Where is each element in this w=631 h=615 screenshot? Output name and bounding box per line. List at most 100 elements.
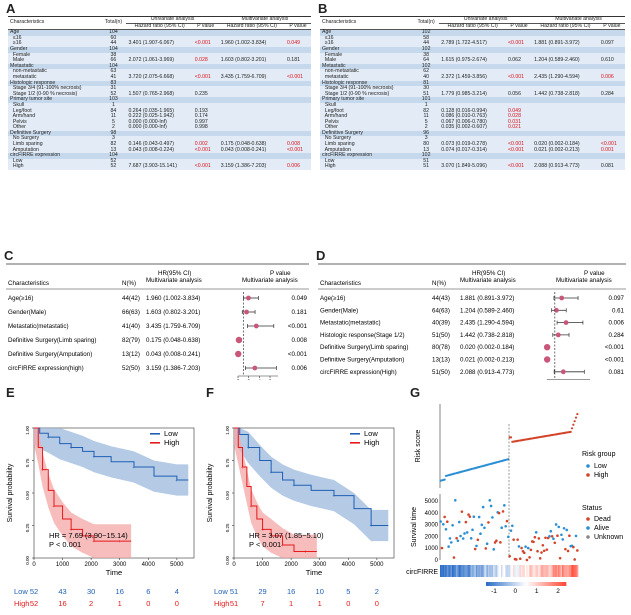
row-univariate-hr: 7.687 (3.903-15.141) [126,164,193,171]
table-row: Primary tumor site 101 [320,97,625,103]
km-censor-mark: + [333,494,336,500]
row-univariate-p [192,97,219,103]
forest-row-hr: 0.021 (0.002-0.213) [460,357,514,364]
cox-table-b: Characteristics Total(n) Univariate anal… [320,15,625,171]
row-univariate-p: 0.056 [505,91,533,98]
colorbar-cell [520,582,523,586]
survival-point [533,535,537,539]
km-x-tick-label: 5000 [170,562,184,568]
survival-point [460,510,464,513]
row-univariate-hr [439,130,506,137]
row-univariate-p [505,97,533,103]
row-univariate-p: 0.174 [192,113,219,120]
row-total: 3 [100,136,127,143]
table-row: Arm/hand 11 0.086 (0.010-0.763) 0.028 [320,113,625,120]
heatmap-cell [531,565,534,577]
km-y-tick-label: 0.00 [25,556,30,565]
survival-point [464,520,468,524]
km-y-tick-label: 0.50 [25,491,30,500]
row-characteristic: Low [320,158,414,165]
km-hazard-ratio: HR = 3.07 (1.85−5.10) [249,531,324,540]
row-univariate-p: 0.002 [192,141,219,148]
risk-table-high-count: 51 [230,599,238,608]
table-row: Limb sparing 80 0.073 (0.019-0.278) <0.001 0… [320,141,625,148]
heatmap-cell [487,565,490,577]
heatmap-cell [570,565,572,577]
survival-time-tick-label: 1000 [425,546,439,552]
colorbar-cell [526,582,529,586]
km-y-tick-label: 1.00 [25,426,30,435]
row-multivariate-hr: 3.159 (1.386-7.203) [218,164,285,171]
row-multivariate-hr: 1.204 (0.589-2.460) [532,58,599,64]
row-multivariate-hr: 0.021 (0.002-0.213) [532,147,599,154]
km-low-curve [34,427,189,481]
table-row: metastatic 40 2.372 (1.459-3.856) <0.001 2.4… [320,74,625,81]
heatmap-cell [551,565,554,577]
row-univariate-p [192,102,219,109]
col-hr: Hazard ratio (95% CI) [126,23,193,31]
heatmap-cell [571,565,573,577]
km-legend-high-swatch [150,442,160,444]
heatmap-cell [497,565,499,577]
heatmap-cell [465,565,467,577]
colorbar-cell [490,582,493,586]
panel-label-e: E [6,385,15,400]
forest-row-label: Age(≥16) [8,295,33,302]
survival-time-tick-label: 2000 [425,534,439,540]
risk-legend-high-dot [586,473,590,477]
table-row: No Surgery 3 [320,136,625,143]
header-p: P value [584,270,605,277]
row-multivariate-hr [532,102,599,109]
heatmap-cell [507,565,510,577]
colorbar-cell [506,582,509,586]
row-univariate-hr: 2.072 (1.061-3.969) [126,58,193,64]
table-row: Definitive Surgery 98 [8,130,311,137]
row-univariate-p [192,29,219,36]
row-multivariate-hr [218,29,285,36]
heatmap-cell [524,565,527,577]
heatmap-cell [576,565,579,577]
heatmap-cell [518,565,520,577]
row-multivariate-hr: 1.603 (0.802-3.201) [218,58,285,64]
row-multivariate-hr: 1.881 (0.891-3.972) [532,41,599,47]
row-multivariate-hr [218,158,285,165]
header-n: N(%) [122,280,136,287]
km-y-tick-label: 0.25 [25,523,30,532]
row-univariate-hr [439,29,506,36]
row-univariate-hr [126,29,193,36]
forest-plot-d: Characteristics N(%)HR(95% CI)Multivariat… [318,263,626,380]
row-multivariate-p [284,80,311,87]
forest-plot-c: Characteristics N(%)HR(95% CI)Multivariat… [6,263,309,380]
km-x-tick-label: 3000 [313,562,327,568]
row-univariate-p [505,52,533,59]
forest-point [244,309,249,315]
row-characteristic: Other [320,125,414,131]
colorbar-cell [494,582,497,586]
heatmap-cell [512,565,515,577]
heatmap-cell [469,565,471,577]
row-total: 51 [413,91,440,98]
forest-point [560,369,566,375]
row-total: 104 [100,153,127,159]
status-legend-label: Dead [594,516,611,523]
row-univariate-p [505,46,533,53]
colorbar-cell [524,582,527,586]
heatmap-cell [457,565,459,577]
colorbar-cell [564,582,567,586]
row-total: 103 [100,97,127,103]
row-multivariate-hr [218,130,285,137]
km-censor-mark: + [304,550,307,556]
row-univariate-p [505,86,533,92]
survival-point [538,557,542,560]
survival-point [501,510,505,513]
heatmap-cell [575,565,577,577]
row-multivariate-p: 0.181 [284,58,311,64]
row-multivariate-hr [532,80,599,87]
row-characteristic: Limb sparing [8,141,101,148]
heatmap-cell [526,565,528,577]
row-characteristic: No Surgery [8,136,101,143]
survival-point [488,499,492,502]
risk-table-low-count: 51 [230,587,238,596]
row-univariate-p [192,86,219,92]
row-univariate-p [505,29,533,36]
